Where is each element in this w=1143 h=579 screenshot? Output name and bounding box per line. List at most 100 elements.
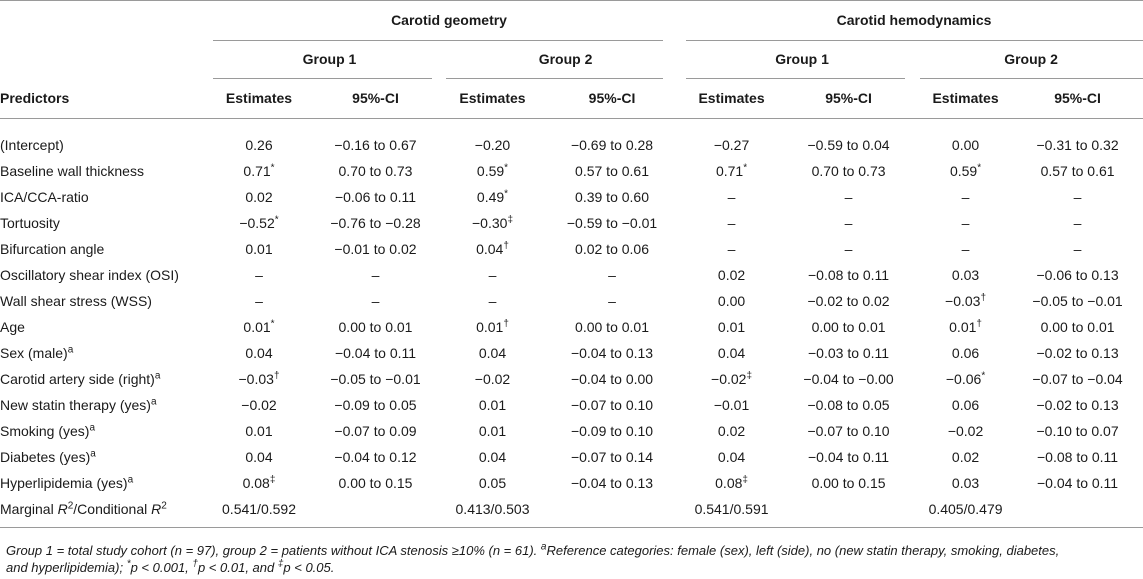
- ci-cell: 0.70 to 0.73: [811, 162, 886, 179]
- estimate-cell: –: [727, 214, 736, 231]
- ci-cell: −0.04 to 0.12: [334, 448, 417, 465]
- ci-cell: −0.04 to 0.11: [808, 448, 890, 465]
- significance-marker: *: [743, 161, 748, 173]
- estimate-cell: −0.03†: [238, 369, 280, 387]
- ci-cell: 0.00 to 0.01: [575, 318, 649, 335]
- ci-cell: −0.05 to −0.01: [1032, 292, 1123, 309]
- ci-cell: –: [371, 266, 380, 283]
- ci-cell: 0.39 to 0.60: [575, 188, 649, 205]
- estimate-cell: 0.59*: [949, 161, 982, 179]
- estimate-cell: −0.02‡: [711, 369, 753, 387]
- predictor-label: Wall shear stress (WSS): [0, 292, 152, 309]
- ci-cell: −0.76 to −0.28: [330, 214, 421, 231]
- ci-cell: −0.08 to 0.11: [1037, 448, 1119, 465]
- ci-header: 95%-CI: [588, 89, 636, 106]
- estimate-cell: 0.59*: [476, 161, 509, 179]
- ci-cell: −0.06 to 0.13: [1036, 266, 1119, 283]
- estimate-cell: –: [255, 266, 263, 283]
- ci-header: 95%-CI: [1054, 89, 1101, 106]
- ci-cell: −0.04 to −0.00: [803, 370, 894, 387]
- geometry-span-rule: [213, 40, 663, 41]
- significance-marker: ‡: [269, 473, 276, 485]
- predictor-label: Sex (male)a: [0, 343, 74, 361]
- ci-cell: −0.31 to 0.32: [1036, 136, 1119, 153]
- ci-cell: −0.09 to 0.10: [570, 422, 654, 439]
- significance-marker: †: [273, 369, 280, 381]
- predictor-label: New statin therapy (yes)a: [0, 395, 157, 413]
- ci-cell: −0.69 to 0.28: [570, 136, 654, 153]
- estimate-cell: 0.01*: [243, 317, 275, 335]
- significance-marker: †: [980, 291, 987, 303]
- significance-marker: ‡: [746, 369, 753, 381]
- ci-cell: −0.01 to 0.02: [334, 240, 417, 257]
- estimates-header: Estimates: [698, 89, 765, 106]
- table-row: Carotid artery side (right)a −0.03† −0.05 …: [0, 366, 1143, 392]
- table-row: Smoking (yes)a 0.01 −0.07 to 0.09 0.01 −0.09…: [0, 418, 1143, 444]
- predictor-label: Carotid artery side (right)a: [0, 369, 161, 387]
- estimate-cell: −0.20: [474, 136, 511, 153]
- table-row: Wall shear stress (WSS) – – – – 0.00 −0.02 to …: [0, 288, 1143, 314]
- significance-marker: ‡: [742, 473, 748, 485]
- header-row-groups: Group 1 Group 2 Group 1 Group 2: [0, 40, 1143, 78]
- geometry-group2-header: Group 2: [538, 50, 593, 67]
- ci-cell: −0.08 to 0.05: [807, 396, 890, 413]
- ci-cell: −0.09 to 0.05: [334, 396, 417, 413]
- estimate-cell: 0.06: [951, 344, 980, 361]
- estimate-cell: 0.05: [478, 474, 507, 491]
- predictor-label: Age: [0, 318, 25, 335]
- ci-cell: −0.04 to 0.11: [334, 344, 417, 361]
- predictor-label: ICA/CCA-ratio: [0, 188, 89, 205]
- ci-cell: –: [844, 214, 853, 231]
- ci-cell: –: [371, 292, 380, 309]
- estimate-cell: 0.04: [717, 344, 746, 361]
- ci-cell: −0.07 to 0.10: [570, 396, 654, 413]
- table-bottom-rule: [0, 527, 1143, 528]
- ci-cell: −0.06 to 0.11: [334, 188, 417, 205]
- r2-value: 0.405/0.479: [928, 500, 1003, 517]
- estimate-cell: 0.02: [245, 188, 273, 205]
- ci-cell: −0.07 to 0.14: [570, 448, 654, 465]
- estimate-cell: 0.01: [717, 318, 746, 335]
- table-row: Hyperlipidemia (yes)a 0.08‡ 0.00 to 0.15 0.…: [0, 470, 1143, 496]
- geometry-group1-header: Group 1: [302, 50, 357, 67]
- table-row: Diabetes (yes)a 0.04 −0.04 to 0.12 0.04 −0.0…: [0, 444, 1143, 470]
- estimate-cell: −0.30‡: [472, 213, 513, 231]
- estimate-cell: −0.52*: [239, 213, 279, 231]
- ci-header: 95%-CI: [825, 89, 872, 106]
- ci-cell: −0.59 to 0.04: [807, 136, 890, 153]
- ci-cell: 0.00 to 0.01: [1040, 318, 1115, 335]
- ci-cell: −0.05 to −0.01: [330, 370, 421, 387]
- estimate-cell: −0.02: [474, 370, 511, 387]
- top-rule: [0, 0, 1143, 1]
- estimate-cell: 0.08‡: [715, 473, 748, 491]
- section-hemodynamics-title: Carotid hemodynamics: [836, 11, 992, 28]
- ci-cell: 0.00 to 0.15: [811, 474, 886, 491]
- ci-cell: −0.02 to 0.02: [807, 292, 890, 309]
- ci-cell: −0.04 to 0.11: [1037, 474, 1119, 491]
- table-row: ICA/CCA-ratio 0.02 −0.06 to 0.11 0.49* 0.39 …: [0, 184, 1143, 210]
- significance-marker: *: [504, 187, 509, 199]
- predictor-label: Hyperlipidemia (yes)a: [0, 473, 134, 491]
- section-geometry-title: Carotid geometry: [391, 11, 507, 28]
- hemodynamics-group1-rule: [686, 78, 905, 79]
- geometry-group1-rule: [213, 78, 432, 79]
- significance-marker: †: [503, 317, 509, 329]
- ci-cell: −0.04 to 0.00: [570, 370, 654, 387]
- table-row: Age 0.01* 0.00 to 0.01 0.01† 0.00 to 0.01 0.0…: [0, 314, 1143, 340]
- results-table: Carotid geometry Carotid hemodynamics Gr…: [0, 11, 1143, 517]
- estimate-cell: 0.03: [951, 266, 980, 283]
- estimate-cell: 0.02: [717, 422, 746, 439]
- estimate-cell: 0.08‡: [242, 473, 276, 491]
- ci-cell: 0.70 to 0.73: [338, 162, 413, 179]
- estimate-cell: –: [488, 266, 497, 283]
- estimate-cell: −0.02: [947, 422, 984, 439]
- significance-marker: *: [270, 317, 275, 329]
- significance-marker: ‡: [507, 213, 513, 225]
- hemodynamics-span-rule: [686, 40, 1143, 41]
- header-bottom-rule: [0, 118, 1143, 119]
- estimate-cell: 0.71*: [243, 161, 275, 179]
- estimate-cell: −0.03†: [945, 291, 987, 309]
- estimates-header: Estimates: [459, 89, 526, 106]
- predictor-label: (Intercept): [0, 136, 64, 153]
- estimate-cell: 0.01: [478, 422, 507, 439]
